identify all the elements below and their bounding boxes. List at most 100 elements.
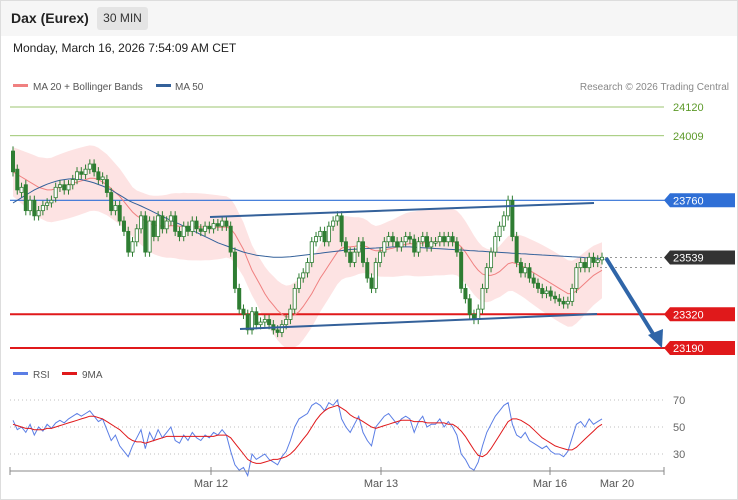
rsi-tick-50: 50 [673,422,685,434]
ma9-legend-label: 9MA [82,370,103,381]
x-tick-label: Mar 13 [364,478,398,490]
candle-body [211,223,216,230]
bollinger-bands [13,145,602,349]
candle-body [420,236,425,243]
candle-body [382,241,387,253]
candle-body [433,241,438,244]
candle-body [309,241,314,263]
candle-body [164,220,169,230]
candle-body [360,241,365,263]
candle-body [467,298,472,315]
candle-body [143,215,148,253]
candle-body [587,256,592,269]
candle-body [510,199,515,237]
level-tag-23760 [664,193,735,208]
chart-datetime: Monday, March 16, 2026 7:54:09 AM CET [13,41,237,55]
level-tag-23539 [664,250,735,265]
candle-body [523,267,528,274]
candle-body [66,184,71,191]
rsi-line [12,398,603,478]
candle-body [156,215,161,237]
candle-body [83,168,88,175]
candle-body [591,256,596,263]
candle-body [147,220,152,253]
candle-body [32,199,37,217]
candle-body [399,241,404,248]
candle-body [544,290,549,294]
candle-body [540,287,545,294]
candle-body [224,220,229,227]
candle-body [331,220,336,227]
candle-body [454,241,459,253]
candle-body [557,298,562,302]
candle-body [407,236,412,240]
candle-body [412,238,417,253]
candle-body [565,300,570,305]
candle-body [40,205,45,212]
rsi-ma9-line [12,404,603,464]
candle-body [220,220,225,227]
candle-body [232,251,237,289]
level-label-23320: 23320 [673,309,704,321]
x-axis-ticks: Mar 12 Mar 13 Mar 16 Mar 20 [9,467,665,490]
candle-body [284,319,289,326]
level-label-23539: 23539 [673,253,704,265]
candle-body [553,295,558,300]
candle-body [390,236,395,243]
candle-body [92,163,97,173]
candle-body [535,282,540,289]
candle-body [117,205,122,222]
candle-body [130,241,135,253]
candle-body [23,184,28,212]
candle-body [15,168,20,191]
x-tick-label: Mar 16 [533,478,567,490]
candle-body [463,287,468,300]
candle-body [258,321,263,326]
candle-body [326,225,331,243]
rsi-legend-swatch [13,372,28,375]
candle-body [395,241,400,248]
candle-body [437,236,442,243]
candle-body [45,202,50,206]
candle-body [134,228,139,243]
candle-body [518,262,523,274]
candle-body [203,225,208,232]
candle-body [121,220,126,232]
bollinger-band-area [13,145,602,349]
candle-body [267,319,272,326]
candle-body [322,230,327,243]
level-label-23760: 23760 [673,195,704,207]
candle-body [75,171,80,180]
candle-body [446,236,451,243]
candle-body [292,287,297,310]
forecast-arrow-head [648,329,663,348]
candle-body [160,215,165,230]
level-tag-23320 [664,307,735,322]
candle-body [57,184,62,188]
candle-body [104,179,109,193]
candle-body [493,236,498,253]
level-label-23190: 23190 [673,343,704,355]
candle-body [416,241,421,253]
rsi-tick-70: 70 [673,395,685,407]
credit-text: Research © 2026 Trading Central [580,82,729,93]
candle-body [181,225,186,237]
candle-body [262,319,267,323]
candle-body [403,236,408,243]
candle-body [335,215,340,222]
candle-body [254,311,259,326]
candlesticks [10,146,605,338]
candle-body [237,287,242,310]
candle-body [459,251,464,289]
candle-body [279,324,284,333]
timeframe-button[interactable]: 30 MIN [97,7,148,30]
candle-body [245,313,250,331]
rsi-legend-label: RSI [33,370,50,381]
candle-body [241,308,246,315]
rsi-tick-30: 30 [673,449,685,461]
candle-body [343,241,348,253]
candle-body [425,236,430,248]
candle-body [369,277,374,289]
ma50-legend-swatch [156,84,171,87]
